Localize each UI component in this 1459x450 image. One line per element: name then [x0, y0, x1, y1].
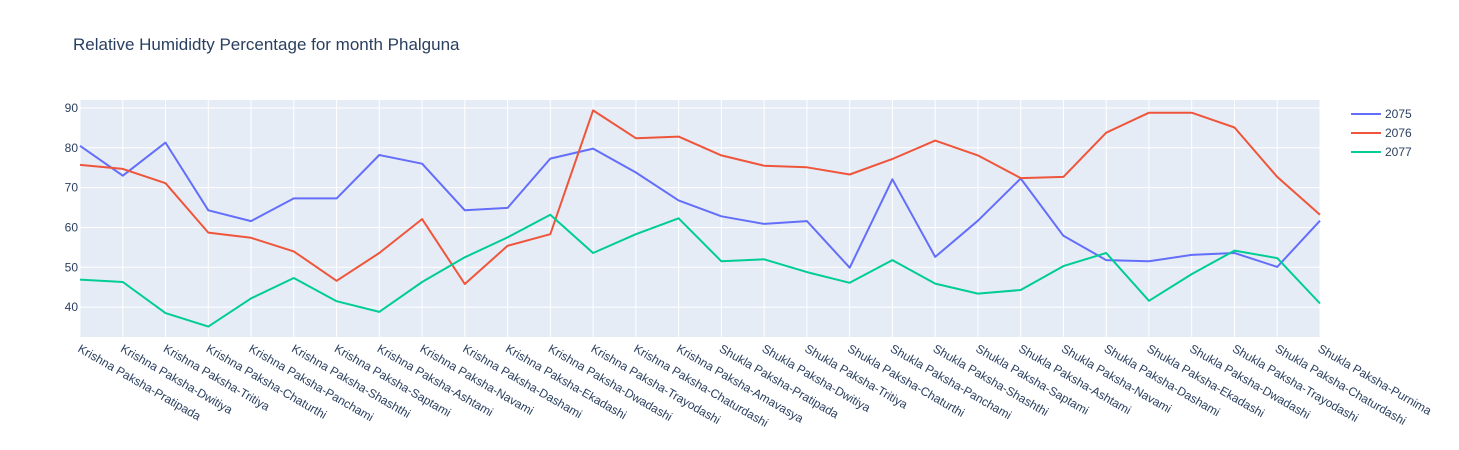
legend-label: 2077	[1385, 145, 1412, 159]
plot-area	[80, 100, 1320, 337]
legend-label: 2076	[1385, 126, 1412, 140]
y-tick-label: 90	[65, 101, 79, 115]
chart-title: Relative Humididty Percentage for month …	[73, 35, 460, 54]
legend[interactable]: 2075 2076 2077	[1351, 107, 1412, 159]
y-tick-label: 70	[65, 181, 79, 195]
y-tick-label: 50	[65, 260, 79, 274]
legend-item-2076[interactable]: 2076	[1351, 126, 1412, 140]
legend-label: 2075	[1385, 107, 1412, 121]
y-tick-label: 40	[65, 300, 79, 314]
y-axis-ticks: 40 50 60 70 80 90	[65, 101, 79, 314]
legend-item-2075[interactable]: 2075	[1351, 107, 1412, 121]
y-tick-label: 60	[65, 220, 79, 234]
legend-item-2077[interactable]: 2077	[1351, 145, 1412, 159]
y-tick-label: 80	[65, 141, 79, 155]
